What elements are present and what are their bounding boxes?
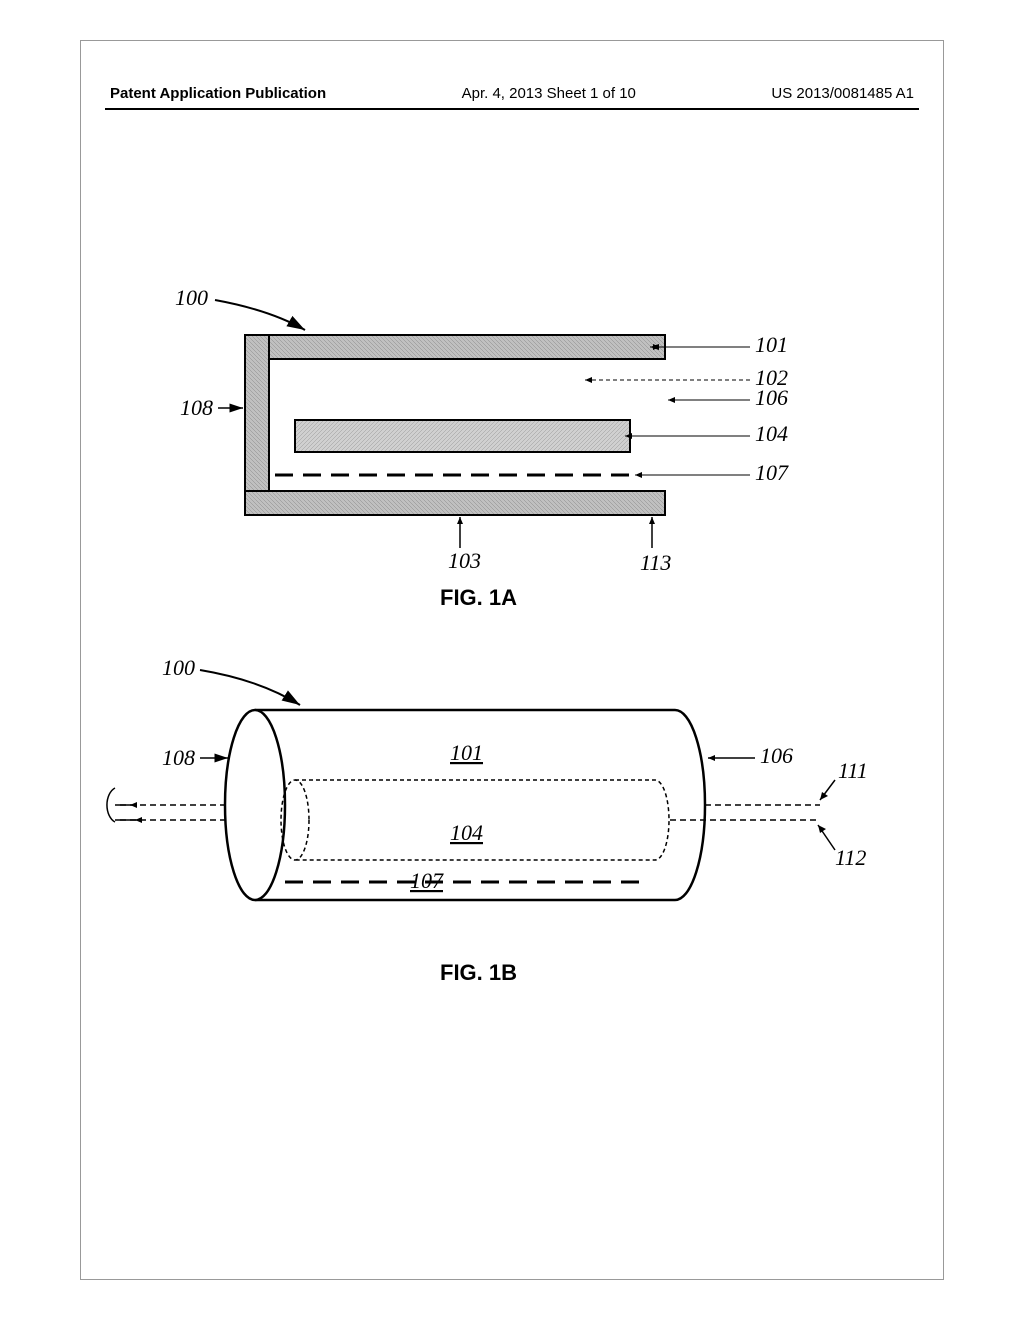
ref-100-b: 100 bbox=[162, 660, 195, 680]
ref-103-a: 103 bbox=[448, 548, 481, 573]
header-divider bbox=[105, 108, 919, 110]
ref-113-a: 113 bbox=[640, 550, 671, 575]
ref-111-b: 111 bbox=[838, 758, 868, 783]
fig-1b-label: FIG. 1B bbox=[440, 960, 517, 985]
header-left: Patent Application Publication bbox=[110, 85, 326, 102]
ref-108-a: 108 bbox=[180, 395, 213, 420]
ref-108-b: 108 bbox=[162, 745, 195, 770]
header-right: US 2013/0081485 A1 bbox=[771, 85, 914, 102]
fig-1a-label: FIG. 1A bbox=[440, 585, 517, 610]
ref-101-b: 101 bbox=[450, 740, 483, 765]
ref-107-b: 107 bbox=[410, 868, 444, 893]
figure-1a: 100 108 101 102 106 104 107 bbox=[100, 280, 920, 640]
diagram-area: 100 108 101 102 106 104 107 bbox=[100, 280, 920, 1080]
ref-107-a: 107 bbox=[755, 460, 789, 485]
page-header: Patent Application Publication Apr. 4, 2… bbox=[0, 85, 1024, 102]
ref-112-b: 112 bbox=[835, 845, 866, 870]
ref-100-a: 100 bbox=[175, 285, 208, 310]
header-center: Apr. 4, 2013 Sheet 1 of 10 bbox=[462, 85, 636, 102]
ref-104-a: 104 bbox=[755, 421, 788, 446]
figure-1b: 101 104 107 100 108 106 111 112 FIG. 1B bbox=[100, 660, 920, 1080]
ref-104-b: 104 bbox=[450, 820, 483, 845]
ref-101-a: 101 bbox=[755, 332, 788, 357]
ref-106-b: 106 bbox=[760, 743, 793, 768]
ref-106-a: 106 bbox=[755, 385, 788, 410]
